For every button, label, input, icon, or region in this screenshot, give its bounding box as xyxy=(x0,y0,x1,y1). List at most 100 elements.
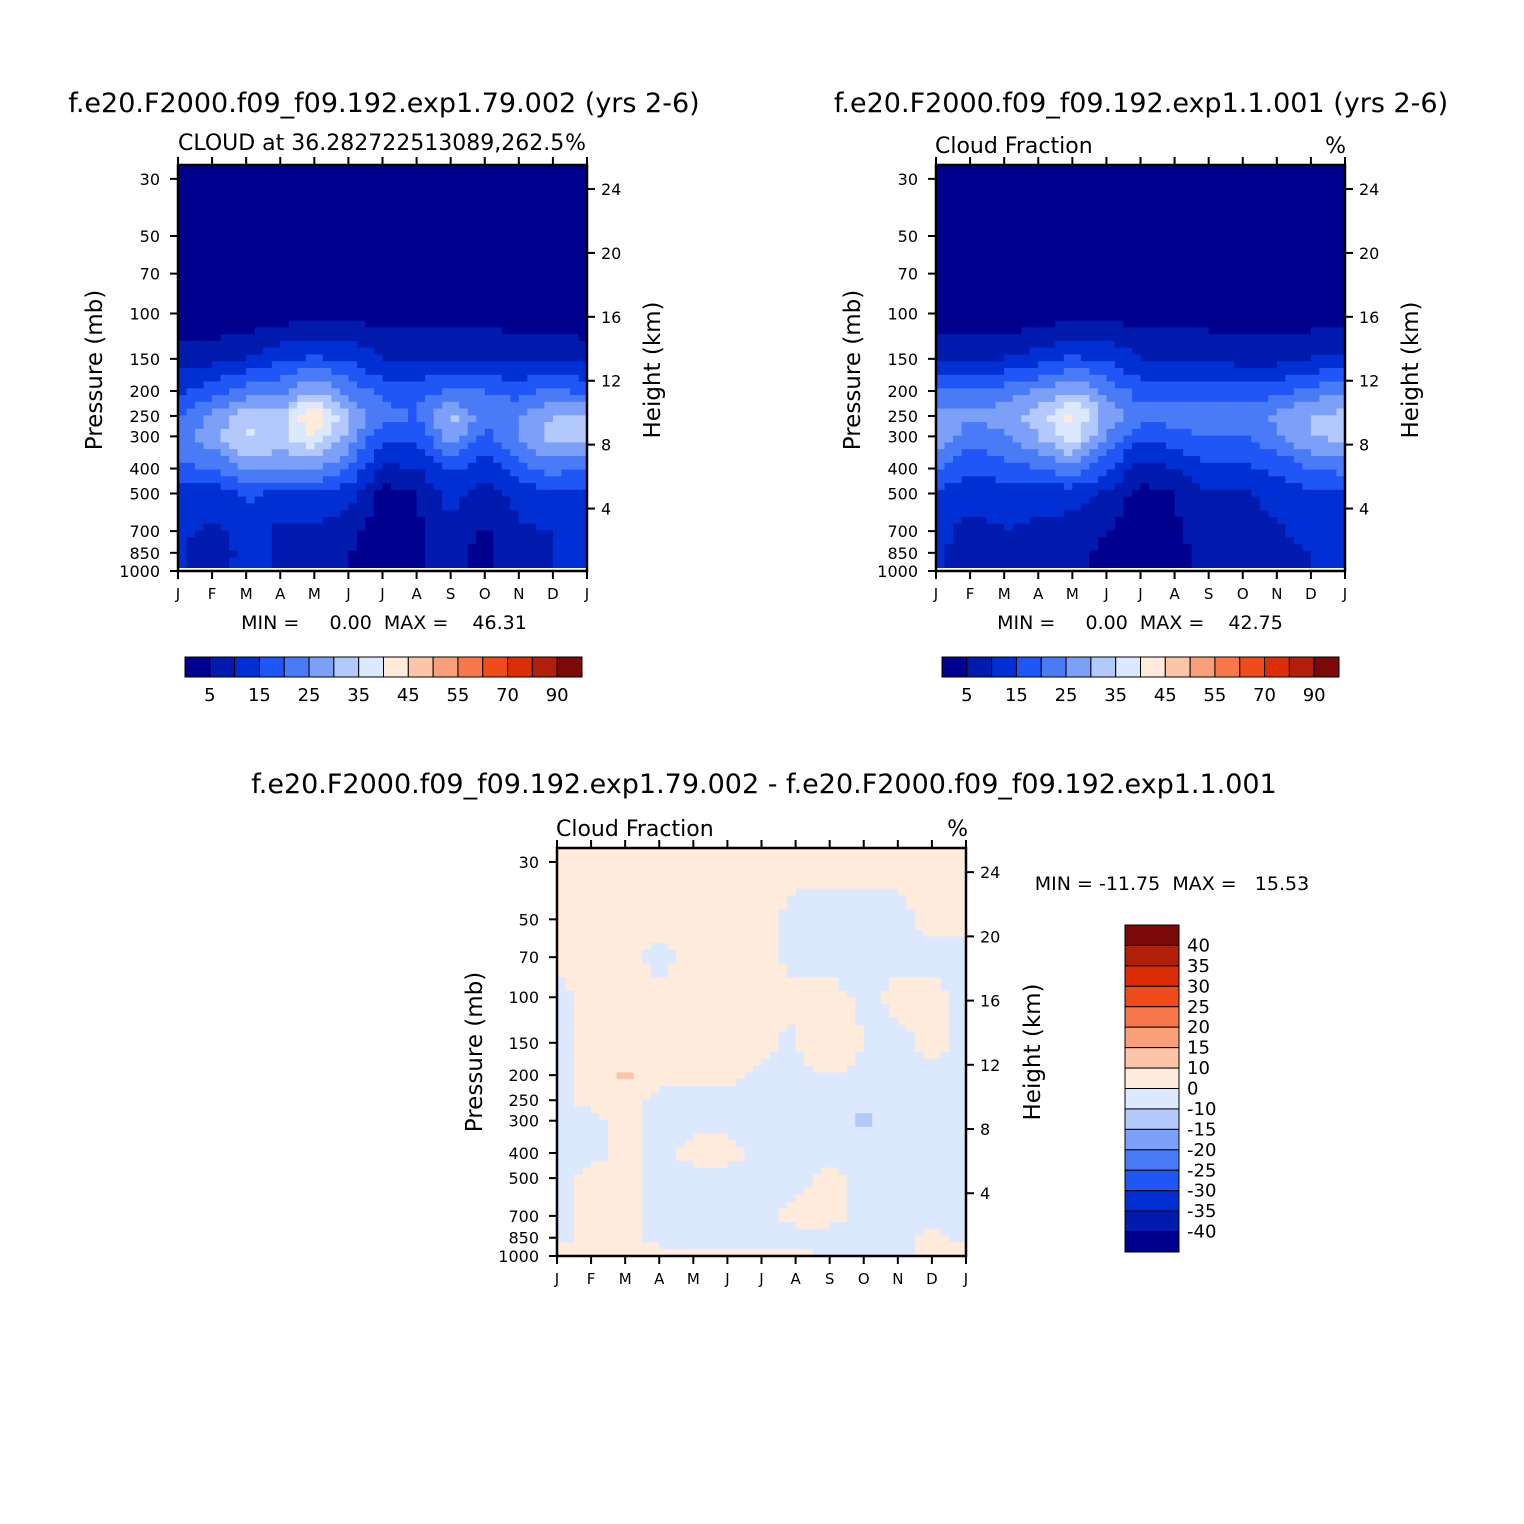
contour-cell xyxy=(970,422,980,430)
contour-cell xyxy=(1293,313,1303,322)
contour-cell xyxy=(195,273,205,281)
contour-cell xyxy=(416,246,426,254)
contour-cell xyxy=(552,273,563,281)
contour-cell xyxy=(501,347,511,356)
contour-cell xyxy=(1174,395,1184,403)
contour-cell xyxy=(365,530,375,538)
contour-cell xyxy=(476,368,486,376)
contour-cell xyxy=(1055,354,1065,362)
contour-cell xyxy=(391,550,401,559)
contour-cell xyxy=(987,408,997,416)
panel-1-title: f.e20.F2000.f09_f09.192.exp1.79.002 (yrs… xyxy=(68,88,699,119)
contour-cell xyxy=(1285,415,1295,423)
contour-cell xyxy=(569,286,580,295)
contour-cell xyxy=(442,496,452,504)
contour-cell xyxy=(1174,286,1184,295)
contour-cell xyxy=(382,401,392,410)
contour-cell xyxy=(331,219,341,227)
contour-cell xyxy=(1055,368,1065,376)
contour-cell xyxy=(1055,232,1065,241)
contour-cell xyxy=(237,510,247,518)
contour-cell xyxy=(1327,300,1338,308)
contour-cell xyxy=(339,381,350,389)
contour-cell xyxy=(1149,340,1159,349)
contour-cell xyxy=(408,239,418,247)
contour-cell xyxy=(518,496,528,504)
contour-cell xyxy=(1166,381,1176,389)
contour-cell xyxy=(1268,219,1278,227)
contour-cell xyxy=(1285,273,1295,281)
contour-cell xyxy=(476,361,486,369)
colorbar-label: 90 xyxy=(546,685,569,706)
contour-cell xyxy=(544,259,554,268)
contour-cell xyxy=(1183,347,1193,356)
contour-cell xyxy=(1251,246,1261,254)
contour-cell xyxy=(408,354,418,362)
contour-cell xyxy=(467,523,477,531)
contour-cell xyxy=(1131,381,1142,389)
contour-cell xyxy=(1208,252,1218,261)
contour-cell xyxy=(1200,280,1210,288)
contour-cell xyxy=(1310,334,1321,342)
contour-cell xyxy=(408,557,418,565)
contour-cell xyxy=(339,165,350,173)
contour-cell xyxy=(1149,300,1159,308)
contour-cell xyxy=(433,442,443,450)
contour-cell xyxy=(254,293,264,301)
contour-cell xyxy=(1327,354,1338,362)
contour-cell xyxy=(408,543,418,552)
contour-cell xyxy=(203,340,213,349)
contour-cell xyxy=(178,347,188,356)
contour-cell xyxy=(322,252,332,261)
contour-cell xyxy=(195,300,205,308)
contour-cell xyxy=(1310,354,1321,362)
contour-cell xyxy=(944,340,954,349)
contour-cell xyxy=(1063,246,1073,254)
contour-cell xyxy=(450,307,460,315)
contour-cell xyxy=(373,449,384,457)
contour-cell xyxy=(1157,374,1167,383)
contour-cell xyxy=(1327,435,1338,444)
contour-cell xyxy=(433,259,443,268)
contour-cell xyxy=(1208,219,1218,227)
contour-cell xyxy=(203,165,213,173)
contour-cell xyxy=(348,442,358,450)
contour-cell xyxy=(944,293,954,301)
contour-cell xyxy=(961,178,971,186)
contour-cell xyxy=(1310,246,1321,254)
contour-cell xyxy=(544,510,554,518)
contour-cell xyxy=(408,266,418,274)
contour-cell xyxy=(953,232,963,241)
panel-2-subtitle-left: Cloud Fraction xyxy=(935,134,1093,159)
contour-cell xyxy=(263,246,273,254)
contour-cell xyxy=(1208,361,1218,369)
contour-cell xyxy=(237,483,247,491)
contour-cell xyxy=(1319,334,1329,342)
contour-cell xyxy=(1268,178,1278,186)
contour-cell xyxy=(314,510,324,518)
contour-cell xyxy=(944,368,954,376)
contour-cell xyxy=(1242,368,1252,376)
contour-cell xyxy=(1140,442,1150,450)
contour-cell xyxy=(1097,286,1108,295)
contour-cell xyxy=(322,543,332,552)
contour-cell xyxy=(561,178,571,186)
contour-cell xyxy=(561,327,571,335)
contour-cell xyxy=(1012,320,1022,328)
contour-cell xyxy=(1004,280,1014,288)
contour-cell xyxy=(467,246,477,254)
contour-cell xyxy=(569,422,580,430)
contour-cell xyxy=(1285,307,1295,315)
contour-cell xyxy=(961,198,971,207)
contour-cell xyxy=(1021,252,1031,261)
contour-cell xyxy=(1276,165,1286,173)
contour-cell xyxy=(450,510,460,518)
contour-cell xyxy=(953,205,963,213)
contour-cell xyxy=(1251,239,1261,247)
contour-cell xyxy=(297,178,307,186)
contour-cell xyxy=(1285,165,1295,173)
contour-cell xyxy=(1055,313,1065,322)
contour-cell xyxy=(450,503,460,511)
y-tick-label: 70 xyxy=(140,265,160,284)
contour-cell xyxy=(1157,435,1167,444)
